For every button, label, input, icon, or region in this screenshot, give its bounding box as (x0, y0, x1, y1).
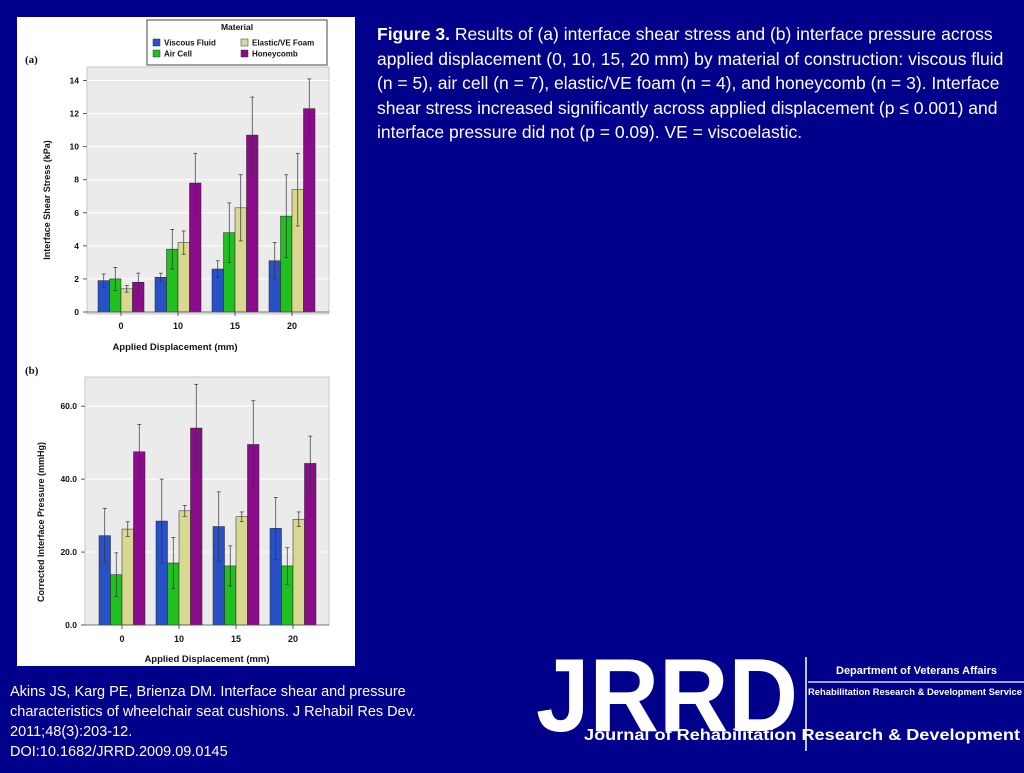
chart-b-ylabel: Corrected Interface Pressure (mmHg) (36, 442, 46, 602)
bar (303, 108, 316, 313)
bar (154, 277, 167, 313)
chart-a-ylabel: Interface Shear Stress (kPa) (42, 140, 52, 260)
logo-service: Rehabilitation Research & Development Se… (808, 687, 1022, 697)
citation-line: 2011;48(3):203-12. (10, 724, 133, 740)
logo-department: Department of Veterans Affairs (836, 665, 997, 677)
y-tick-label: 20.0 (60, 547, 77, 557)
panel-label-a: (a) (25, 54, 38, 66)
legend-item-label: Viscous Fluid (164, 39, 216, 48)
bar (178, 510, 191, 626)
x-tick-label: 10 (173, 321, 183, 331)
chart-a-xlabel: Applied Displacement (mm) (112, 342, 237, 353)
y-tick-label: 40.0 (60, 474, 77, 484)
citation-line: Akins JS, Karg PE, Brienza DM. Interface… (10, 684, 406, 700)
caption-text: Results of (a) interface shear stress an… (377, 24, 1004, 142)
legend-swatch (240, 38, 249, 47)
legend-swatch (240, 49, 249, 58)
y-tick-label: 2 (74, 274, 79, 284)
x-tick-label: 10 (174, 634, 184, 644)
x-tick-label: 20 (288, 634, 298, 644)
citation-line: characteristics of wheelchair seat cushi… (10, 704, 416, 720)
y-tick-label: 0 (74, 307, 79, 317)
x-tick-label: 20 (287, 321, 297, 331)
y-tick-label: 60.0 (60, 401, 77, 411)
figure-panel: Material Viscous Fluid Elastic/VE Foam Air… (17, 17, 355, 666)
y-tick-label: 14 (70, 76, 80, 86)
y-tick-label: 12 (70, 109, 80, 119)
legend-swatch (152, 38, 161, 47)
legend-item-label: Elastic/VE Foam (252, 39, 314, 48)
bar (121, 528, 134, 626)
logo-tagline: Journal of Rehabilitation Research & Dev… (584, 727, 1020, 744)
figure-svg: Material Viscous Fluid Elastic/VE Foam Air… (25, 19, 330, 665)
logo-wordmark: JRRD (536, 638, 798, 754)
chart-b-xlabel: Applied Displacement (mm) (144, 654, 269, 665)
x-tick-label: 0 (118, 321, 123, 331)
jrrd-logo: JRRD Department of Veterans Affairs Reha… (536, 636, 1024, 768)
x-tick-label: 15 (231, 634, 241, 644)
panel-label-b: (b) (25, 365, 39, 377)
legend-swatch (152, 49, 161, 58)
legend-title: Material (221, 22, 253, 32)
y-tick-label: 10 (70, 142, 80, 152)
chart-a-shear-stress: 0 2 4 6 8 10 12 14 0 10 15 20 Applied Displacement … (42, 66, 330, 353)
x-tick-label: 0 (119, 634, 124, 644)
y-tick-label: 6 (74, 208, 79, 218)
figure-caption: Figure 3. Results of (a) interface shear… (377, 22, 1007, 145)
legend-item-label: Air Cell (164, 50, 192, 59)
legend: Material Viscous Fluid Elastic/VE Foam Air… (146, 19, 328, 66)
bar (235, 516, 248, 626)
chart-b-pressure: 0.0 20.0 40.0 60.0 0 10 15 20 Applied Displacem… (36, 376, 330, 665)
legend-box (146, 19, 328, 66)
x-tick-label: 15 (230, 321, 240, 331)
jrrd-logo-svg: JRRD Department of Veterans Affairs Reha… (536, 638, 1024, 754)
y-tick-label: 0.0 (65, 620, 77, 630)
citation-line: DOI:10.1682/JRRD.2009.09.0145 (10, 744, 228, 760)
legend-item-label: Honeycomb (252, 50, 298, 59)
citation: Akins JS, Karg PE, Brienza DM. Interface… (10, 682, 530, 762)
y-tick-label: 4 (74, 241, 79, 251)
bar (292, 518, 305, 626)
caption-label: Figure 3. (377, 24, 450, 44)
y-tick-label: 8 (74, 175, 79, 185)
